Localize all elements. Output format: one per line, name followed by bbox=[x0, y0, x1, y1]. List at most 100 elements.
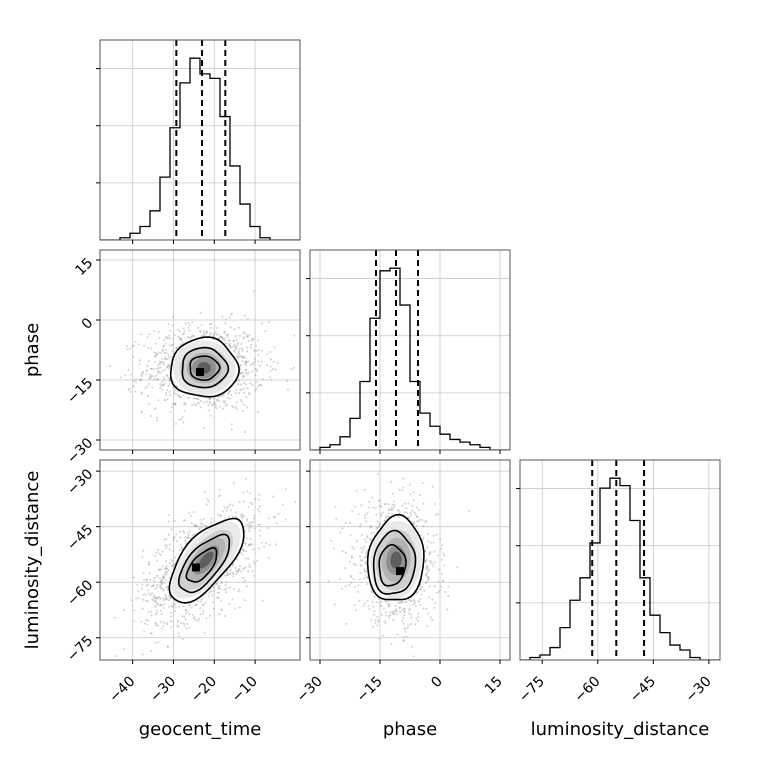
scatter-point bbox=[422, 536, 425, 539]
scatter-point bbox=[412, 499, 415, 502]
scatter-point bbox=[415, 617, 418, 620]
scatter-point bbox=[141, 556, 144, 559]
scatter-point bbox=[341, 550, 344, 553]
scatter-point bbox=[133, 609, 136, 612]
scatter-point bbox=[366, 536, 369, 539]
scatter-point bbox=[421, 519, 424, 522]
scatter-point bbox=[433, 561, 436, 564]
scatter-point bbox=[217, 513, 220, 516]
scatter-point bbox=[183, 531, 186, 534]
scatter-point bbox=[180, 395, 183, 398]
scatter-point bbox=[142, 572, 145, 575]
scatter-point bbox=[388, 616, 391, 619]
scatter-point bbox=[246, 350, 249, 353]
scatter-point bbox=[235, 388, 238, 391]
scatter-point bbox=[147, 403, 150, 406]
scatter-point bbox=[187, 534, 190, 537]
scatter-point bbox=[160, 361, 163, 364]
scatter-point bbox=[212, 589, 215, 592]
scatter-point bbox=[244, 557, 247, 560]
scatter-point bbox=[199, 311, 202, 314]
scatter-point bbox=[412, 491, 415, 494]
scatter-point bbox=[244, 566, 247, 569]
scatter-point bbox=[158, 370, 161, 373]
scatter-point bbox=[220, 395, 223, 398]
scatter-point bbox=[113, 616, 116, 619]
scatter-point bbox=[236, 344, 239, 347]
scatter-point bbox=[168, 365, 171, 368]
scatter-point bbox=[406, 626, 409, 629]
scatter-point bbox=[182, 394, 185, 397]
scatter-point bbox=[146, 600, 149, 603]
scatter-point bbox=[181, 416, 184, 419]
contour-line-1 bbox=[177, 533, 231, 594]
scatter-point bbox=[183, 332, 186, 335]
scatter-point bbox=[391, 503, 394, 506]
scatter-point bbox=[160, 587, 163, 590]
scatter-point bbox=[385, 515, 388, 518]
scatter-point bbox=[366, 512, 369, 515]
scatter-point bbox=[177, 632, 180, 635]
scatter-point bbox=[168, 543, 171, 546]
scatter-point bbox=[195, 398, 198, 401]
scatter-point bbox=[248, 522, 251, 525]
scatter-point bbox=[242, 336, 245, 339]
scatter-point bbox=[218, 405, 221, 408]
scatter-point bbox=[238, 567, 241, 570]
scatter-point bbox=[437, 590, 440, 593]
scatter-point bbox=[415, 506, 418, 509]
y-tick-label: −30 bbox=[64, 435, 96, 467]
scatter-point bbox=[176, 620, 179, 623]
scatter-point bbox=[407, 502, 410, 505]
scatter-point bbox=[187, 326, 190, 329]
scatter-point bbox=[183, 624, 186, 627]
scatter-point bbox=[269, 369, 272, 372]
scatter-point bbox=[257, 547, 260, 550]
scatter-point bbox=[199, 522, 202, 525]
scatter-point bbox=[155, 622, 158, 625]
scatter-point bbox=[435, 533, 438, 536]
scatter-point bbox=[192, 397, 195, 400]
scatter-point bbox=[213, 397, 216, 400]
scatter-point bbox=[272, 516, 275, 519]
scatter-point bbox=[160, 612, 163, 615]
histogram-phase bbox=[310, 267, 510, 450]
scatter-point bbox=[256, 559, 259, 562]
scatter-point bbox=[172, 337, 175, 340]
panel-content bbox=[100, 460, 300, 660]
scatter-point bbox=[403, 502, 406, 505]
scatter-point bbox=[224, 401, 227, 404]
scatter-point bbox=[215, 583, 218, 586]
scatter-point bbox=[248, 563, 251, 566]
scatter-point bbox=[163, 361, 166, 364]
scatter-point bbox=[155, 354, 158, 357]
scatter-point bbox=[222, 401, 225, 404]
scatter-point bbox=[216, 596, 219, 599]
scatter-point bbox=[179, 536, 182, 539]
scatter-point bbox=[204, 333, 207, 336]
scatter-point bbox=[148, 592, 151, 595]
scatter-point bbox=[392, 500, 395, 503]
scatter-point bbox=[418, 494, 421, 497]
scatter-point bbox=[435, 591, 438, 594]
scatter-point bbox=[244, 361, 247, 364]
scatter-point bbox=[146, 583, 149, 586]
scatter-point bbox=[154, 641, 157, 644]
scatter-point bbox=[248, 492, 251, 495]
scatter-point bbox=[243, 387, 246, 390]
scatter-point bbox=[225, 587, 228, 590]
scatter-point bbox=[145, 369, 148, 372]
scatter-point bbox=[402, 617, 405, 620]
scatter-point bbox=[241, 347, 244, 350]
scatter-point bbox=[357, 584, 360, 587]
scatter-point bbox=[286, 388, 289, 391]
scatter-point bbox=[238, 606, 241, 609]
scatter-point bbox=[432, 565, 435, 568]
scatter-point bbox=[156, 419, 159, 422]
scatter-point bbox=[377, 473, 380, 476]
scatter-point bbox=[468, 510, 471, 513]
scatter-point bbox=[237, 569, 240, 572]
scatter-point bbox=[205, 331, 208, 334]
scatter-point bbox=[150, 610, 153, 613]
scatter-point bbox=[137, 597, 140, 600]
